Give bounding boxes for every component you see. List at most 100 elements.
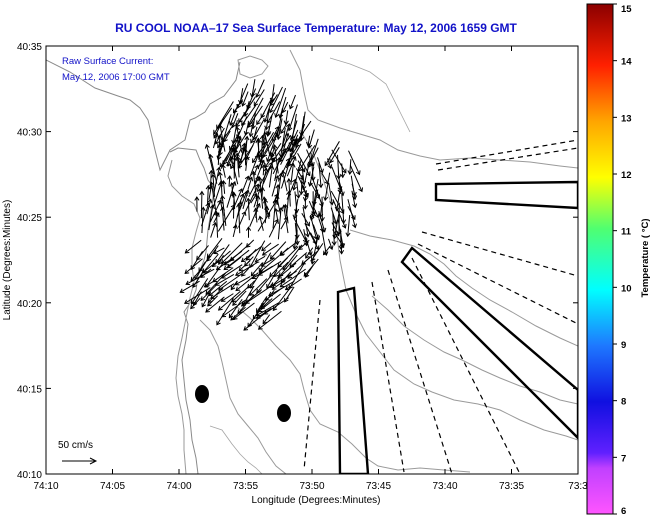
current-vector-head	[278, 172, 284, 178]
coastline	[46, 59, 241, 172]
y-tick-label: 40:15	[17, 384, 42, 395]
current-vector-head	[221, 312, 227, 318]
current-vector-head	[236, 202, 242, 208]
x-tick-label: 73:35	[499, 481, 524, 492]
current-vector	[280, 127, 286, 158]
current-vector-head	[272, 144, 278, 149]
current-vector-head	[234, 126, 241, 132]
current-vector	[329, 147, 340, 163]
current-vector	[265, 108, 270, 130]
current-vector-head	[237, 163, 243, 169]
current-vector-head	[280, 169, 286, 175]
current-vector	[328, 182, 333, 205]
current-vector	[185, 268, 215, 285]
current-vector	[273, 261, 289, 277]
current-vector	[266, 132, 278, 162]
current-vector-head	[256, 288, 261, 294]
current-vector	[277, 118, 283, 140]
current-vector	[351, 190, 356, 208]
current-vector-head	[305, 171, 311, 177]
current-vector-head	[210, 173, 216, 179]
current-vector	[198, 261, 206, 272]
current-vector	[262, 128, 266, 145]
beam-southeast	[400, 246, 578, 440]
current-vector	[212, 174, 216, 197]
scale-arrow: 50 cm/s	[58, 440, 98, 465]
current-vector-head	[206, 253, 212, 259]
current-vector-head	[221, 259, 226, 264]
current-vector-head	[318, 183, 324, 189]
current-vector-head	[286, 177, 292, 183]
current-vector-head	[206, 256, 212, 262]
current-vector-head	[210, 294, 215, 299]
current-vector	[251, 79, 256, 98]
current-vector-head	[263, 310, 269, 315]
current-vector-head	[264, 296, 270, 301]
depth-contour-5	[289, 49, 319, 121]
current-vector-head	[216, 320, 221, 326]
current-vector	[277, 246, 299, 268]
current-vector-head	[258, 153, 263, 158]
current-vector-head	[226, 263, 232, 269]
current-vector-head	[298, 167, 303, 172]
current-vector	[248, 97, 264, 126]
current-vector	[269, 86, 283, 113]
current-vector-head	[340, 173, 346, 179]
current-vector-head	[329, 200, 335, 206]
current-vector	[279, 240, 299, 256]
current-vector	[295, 133, 304, 148]
current-vector-head	[311, 256, 316, 262]
current-vector	[227, 256, 242, 269]
current-vector	[307, 147, 319, 168]
current-vector	[252, 112, 256, 129]
current-vector	[338, 181, 344, 196]
colorbar-tick-label: 10	[621, 283, 632, 294]
y-tick-label: 40:20	[17, 299, 42, 310]
current-vector	[202, 253, 219, 273]
current-vector	[349, 165, 363, 192]
annotation-line-1: Raw Surface Current:	[62, 56, 153, 67]
current-vector-head	[261, 251, 267, 256]
current-vector-head	[265, 132, 271, 137]
current-vector	[219, 147, 233, 167]
current-vector	[309, 181, 320, 199]
current-vector	[233, 302, 255, 320]
current-vector	[272, 148, 287, 175]
current-vector-head	[292, 244, 298, 250]
current-vector-head	[277, 263, 282, 268]
current-vector-head	[250, 138, 255, 144]
current-vector-head	[207, 301, 212, 307]
current-vector	[283, 205, 289, 234]
current-vector	[349, 159, 352, 175]
current-vector-head	[303, 271, 309, 277]
current-vector	[180, 280, 200, 293]
x-tick-label: 74:00	[166, 481, 191, 492]
current-vector-head	[265, 157, 271, 163]
current-vector	[274, 157, 280, 182]
current-vector	[275, 87, 287, 118]
current-vector-head	[213, 249, 219, 255]
colorbar-tick-label: 12	[621, 170, 632, 181]
current-vector	[247, 280, 256, 289]
current-vector-head	[270, 101, 275, 107]
current-vector-head	[247, 123, 253, 128]
current-vector-head	[190, 304, 195, 310]
current-vector	[282, 170, 288, 192]
colorbar: 15 14 13 12 11 10 9 8 7 6 Temperature ( °C)	[586, 3, 651, 517]
current-vector-head	[214, 281, 220, 286]
current-vector	[206, 144, 215, 175]
current-vector-head	[212, 277, 218, 283]
current-vector-head	[185, 280, 191, 286]
current-vector	[296, 182, 300, 198]
current-vector	[250, 262, 263, 277]
current-vector	[241, 91, 249, 107]
current-vector-head	[234, 152, 240, 158]
current-vector	[330, 190, 345, 214]
current-vector	[332, 229, 345, 248]
current-vector-head	[209, 204, 215, 210]
current-vector-head	[207, 298, 213, 304]
current-vector	[233, 132, 248, 154]
current-vector	[218, 255, 224, 265]
current-vector	[310, 152, 314, 181]
current-vector-head	[231, 180, 237, 186]
